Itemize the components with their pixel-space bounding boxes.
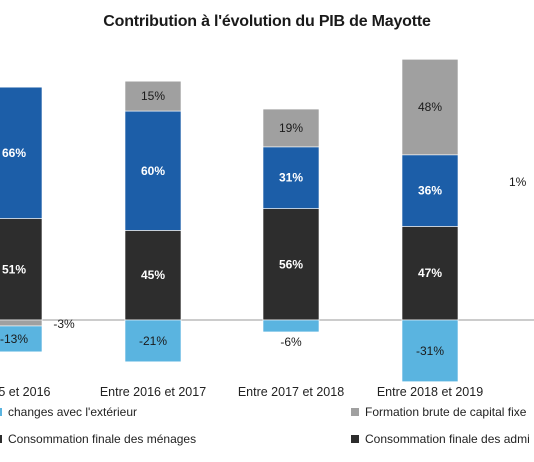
data-label-consommation-finale-des-admi-0: 66% (2, 146, 26, 160)
bar-changes-avec-l-ext-rieur-0 (0, 325, 43, 353)
data-label-changes-avec-l-ext-rieur-2: -6% (280, 335, 302, 349)
category-label-0: 2015 et 2016 (0, 385, 51, 399)
legend-swatch-menages (0, 435, 2, 443)
category-label-2: Entre 2017 et 2018 (238, 385, 344, 399)
legend-item-menages: Consommation finale des ménages (0, 432, 196, 446)
bar-consommation-finale-des-admi-0 (0, 86, 43, 219)
data-label-formation-brute-de-capital-fixe-1: 15% (141, 89, 165, 103)
legend-item-exterieur: changes avec l'extérieur (0, 405, 137, 419)
data-label-consommation-finale-des-m-nages-0: 51% (2, 262, 26, 276)
bar-consommation-finale-des-admi-2 (262, 146, 320, 209)
data-label-consommation-finale-des-m-nages-2: 56% (279, 257, 303, 271)
bar-changes-avec-l-ext-rieur-3 (401, 319, 459, 382)
bar-consommation-finale-des-admi-3 (401, 154, 459, 227)
legend-label-menages: Consommation finale des ménages (8, 432, 197, 446)
bar-formation-brute-de-capital-fixe-0 (0, 319, 43, 327)
data-label-changes-avec-l-ext-rieur-1: -21% (139, 334, 167, 348)
data-label-consommation-finale-des-admi-2: 31% (279, 171, 303, 185)
data-label-consommation-finale-des-m-nages-1: 45% (141, 268, 165, 282)
legend-item-fbcf: Formation brute de capital fixe (351, 405, 526, 419)
data-label-formation-brute-de-capital-fixe-3: 48% (418, 100, 442, 114)
data-label-consommation-finale-des-admi-3: 36% (418, 184, 442, 198)
data-label-consommation-finale-des-m-nages-3: 47% (418, 266, 442, 280)
legend-label-fbcf: Formation brute de capital fixe (365, 405, 527, 419)
bar-formation-brute-de-capital-fixe-3 (401, 59, 459, 156)
annotation-label: 1% (509, 175, 527, 189)
bar-changes-avec-l-ext-rieur-1 (124, 319, 182, 363)
chart-title: Contribution à l'évolution du PIB de May… (103, 13, 431, 30)
bar-consommation-finale-des-m-nages-0 (0, 218, 43, 321)
legend-swatch-fbcf (351, 408, 359, 416)
legend-swatch-exterieur (0, 408, 2, 416)
bar-consommation-finale-des-m-nages-3 (401, 226, 459, 321)
bar-consommation-finale-des-m-nages-2 (262, 208, 320, 321)
bar-formation-brute-de-capital-fixe-1 (124, 80, 182, 112)
data-label-formation-brute-de-capital-fixe-2: 19% (279, 121, 303, 135)
category-label-1: Entre 2016 et 2017 (100, 385, 206, 399)
category-label-3: Entre 2018 et 2019 (377, 385, 483, 399)
bar-formation-brute-de-capital-fixe-2 (262, 108, 320, 148)
bar-changes-avec-l-ext-rieur-2 (262, 319, 320, 333)
bar-consommation-finale-des-m-nages-1 (124, 230, 182, 321)
data-label-changes-avec-l-ext-rieur-3: -31% (416, 344, 444, 358)
data-label-formation-brute-de-capital-fixe-0: -3% (53, 317, 75, 331)
data-label-consommation-finale-des-admi-1: 60% (141, 164, 165, 178)
legend-label-exterieur: changes avec l'extérieur (8, 405, 138, 419)
data-label-changes-avec-l-ext-rieur-0: -13% (0, 332, 28, 346)
legend-swatch-admin (351, 435, 359, 443)
legend-item-admin: Consommation finale des admi (351, 432, 530, 446)
legend-label-admin: Consommation finale des admi (365, 432, 530, 446)
